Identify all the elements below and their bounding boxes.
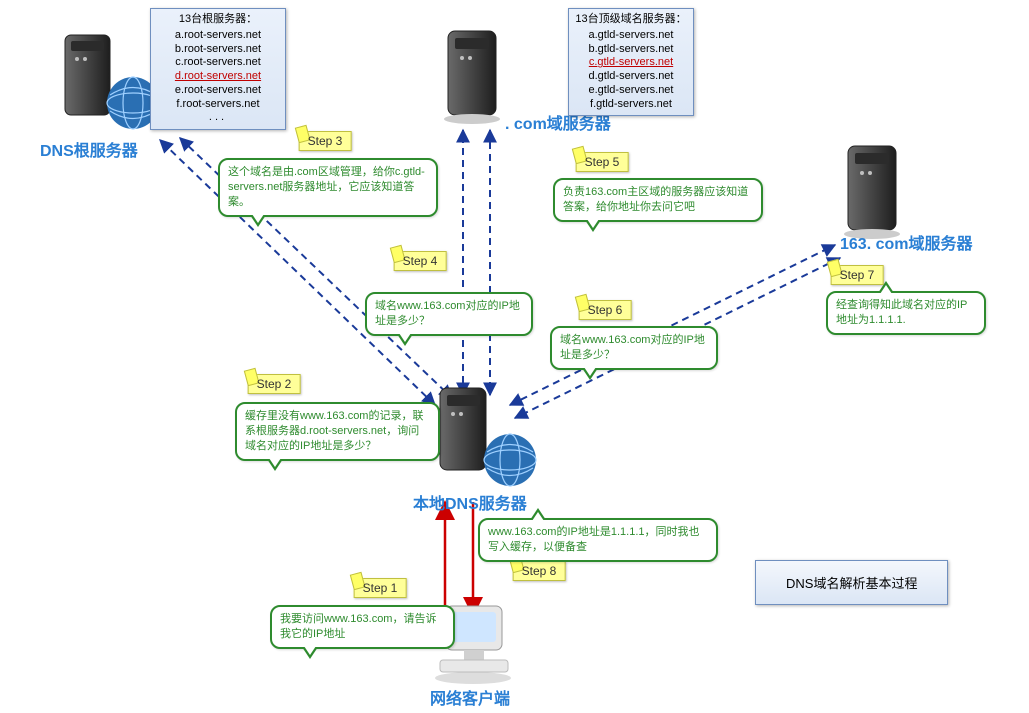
step-4-bubble: 域名www.163.com对应的IP地址是多少？ bbox=[365, 292, 533, 336]
client-label: 网络客户端 bbox=[430, 685, 510, 709]
gtld-server-entry: b.gtld-servers.net bbox=[575, 43, 687, 57]
step-7-sticky: Step 7 bbox=[831, 265, 884, 285]
step-6-sticky: Step 6 bbox=[579, 300, 632, 320]
root-server-entry: e.root-servers.net bbox=[157, 84, 279, 98]
163-server-label: 163. com域服务器 bbox=[840, 230, 973, 254]
gtld-server-entry: c.gtld-servers.net bbox=[575, 56, 687, 70]
gtld-server-entry: e.gtld-servers.net bbox=[575, 84, 687, 98]
root-server-entry: a.root-servers.net bbox=[157, 29, 279, 43]
root-server-entry: f.root-servers.net bbox=[157, 98, 279, 112]
step-7-bubble: 经查询得知此域名对应的IP地址为1.1.1.1. bbox=[826, 291, 986, 335]
step-4-sticky: Step 4 bbox=[394, 251, 447, 271]
step-2-bubble: 缓存里没有www.163.com的记录，联系根服务器d.root-servers… bbox=[235, 402, 440, 461]
com-server-icon bbox=[438, 25, 508, 125]
root-server-label: DNS根服务器 bbox=[40, 137, 138, 161]
dns-resolution-diagram: { "diagram_title": "DNS域名解析基本过程", "color… bbox=[0, 0, 1029, 713]
edge-local-to-163 bbox=[510, 245, 835, 405]
step-3-sticky: Step 3 bbox=[299, 131, 352, 151]
local-dns-server-icon bbox=[430, 380, 545, 495]
step-8-bubble: www.163.com的IP地址是1.1.1.1，同时我也写入缓存，以便备查 bbox=[478, 518, 718, 562]
gtld-server-entry: f.gtld-servers.net bbox=[575, 98, 687, 112]
step-8-sticky: Step 8 bbox=[513, 561, 566, 581]
step-1-bubble: 我要访问www.163.com，请告诉我它的IP地址 bbox=[270, 605, 455, 649]
gtld-servers-title: 13台顶级域名服务器： bbox=[575, 13, 687, 27]
step-5-bubble: 负责163.com主区域的服务器应该知道答案，给你地址你去问它吧 bbox=[553, 178, 763, 222]
163-server-icon bbox=[838, 140, 908, 240]
step-3-bubble: 这个域名是由.com区域管理，给你c.gtld-servers.net服务器地址… bbox=[218, 158, 438, 217]
root-server-entry: d.root-servers.net bbox=[157, 70, 279, 84]
gtld-server-entry: a.gtld-servers.net bbox=[575, 29, 687, 43]
diagram-title-plate: DNS域名解析基本过程 bbox=[755, 560, 948, 605]
root-server-entry: b.root-servers.net bbox=[157, 43, 279, 57]
step-6-bubble: 域名www.163.com对应的IP地址是多少？ bbox=[550, 326, 718, 370]
gtld-server-entry: d.gtld-servers.net bbox=[575, 70, 687, 84]
local-dns-server-label: 本地DNS服务器 bbox=[413, 490, 527, 514]
root-servers-title: 13台根服务器： bbox=[157, 13, 279, 27]
step-1-sticky: Step 1 bbox=[354, 578, 407, 598]
root-server-more: ... bbox=[157, 111, 279, 125]
root-server-entry: c.root-servers.net bbox=[157, 56, 279, 70]
step-2-sticky: Step 2 bbox=[248, 374, 301, 394]
gtld-servers-infobox: 13台顶级域名服务器： a.gtld-servers.netb.gtld-ser… bbox=[568, 8, 694, 116]
root-servers-infobox: 13台根服务器： a.root-servers.netb.root-server… bbox=[150, 8, 286, 130]
step-5-sticky: Step 5 bbox=[576, 152, 629, 172]
root-server-icon bbox=[55, 25, 165, 135]
